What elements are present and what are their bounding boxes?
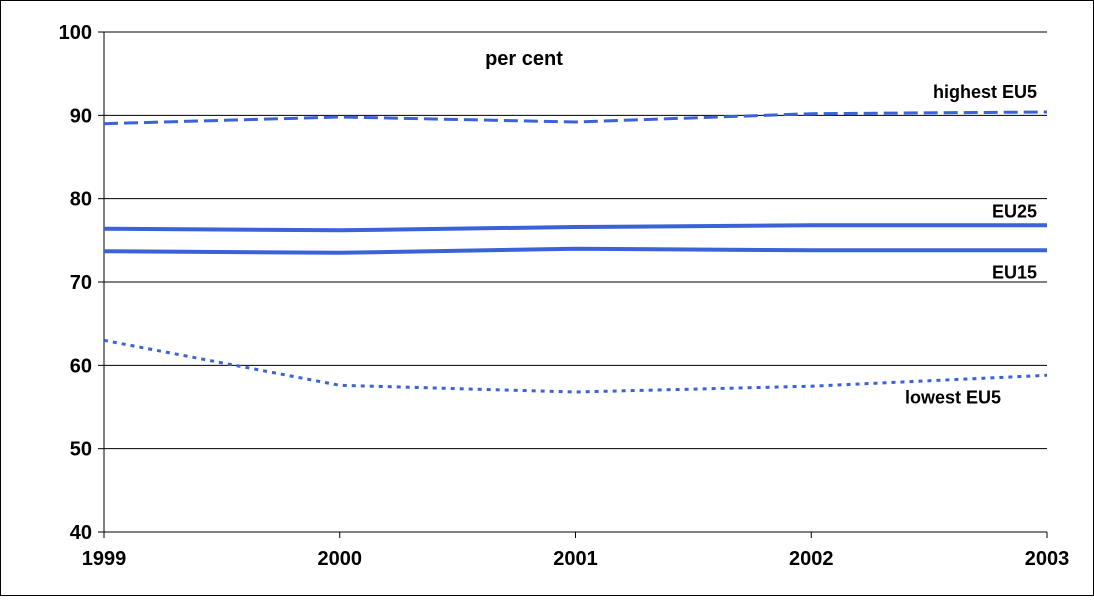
chart-title: per cent (485, 48, 563, 70)
x-tick-label: 2003 (1025, 548, 1070, 570)
labels: 40 50 60 70 80 90 100 1999 2000 2001 2002 2003 highe… (59, 22, 1070, 570)
y-tick-label: 60 (70, 355, 92, 377)
x-tick-label: 2001 (553, 548, 598, 570)
series-line-eu15 (103, 246, 1047, 255)
y-tick-label: 40 (70, 522, 92, 544)
x-tick-label: 2000 (318, 548, 363, 570)
series-label-eu25: EU25 (992, 201, 1037, 221)
y-tick-label: 70 (70, 272, 92, 294)
series-lines (103, 110, 1048, 394)
series-label-eu15: EU15 (992, 262, 1037, 282)
axes (98, 31, 1048, 538)
y-tick-label: 100 (59, 22, 92, 44)
x-tick-label: 1999 (82, 548, 127, 570)
y-tick-label: 90 (70, 105, 92, 127)
y-tick-label: 80 (70, 189, 92, 211)
gridlines (104, 31, 1047, 450)
series-label-highest-eu5: highest EU5 (933, 82, 1037, 102)
series-label-lowest-eu5: lowest EU5 (905, 387, 1001, 407)
y-tick-label: 50 (70, 439, 92, 461)
series-line-lowest-eu5 (103, 338, 1048, 394)
series-line-highest-eu5 (103, 110, 1048, 126)
x-tick-label: 2002 (789, 548, 834, 570)
series-line-eu25 (103, 223, 1047, 233)
